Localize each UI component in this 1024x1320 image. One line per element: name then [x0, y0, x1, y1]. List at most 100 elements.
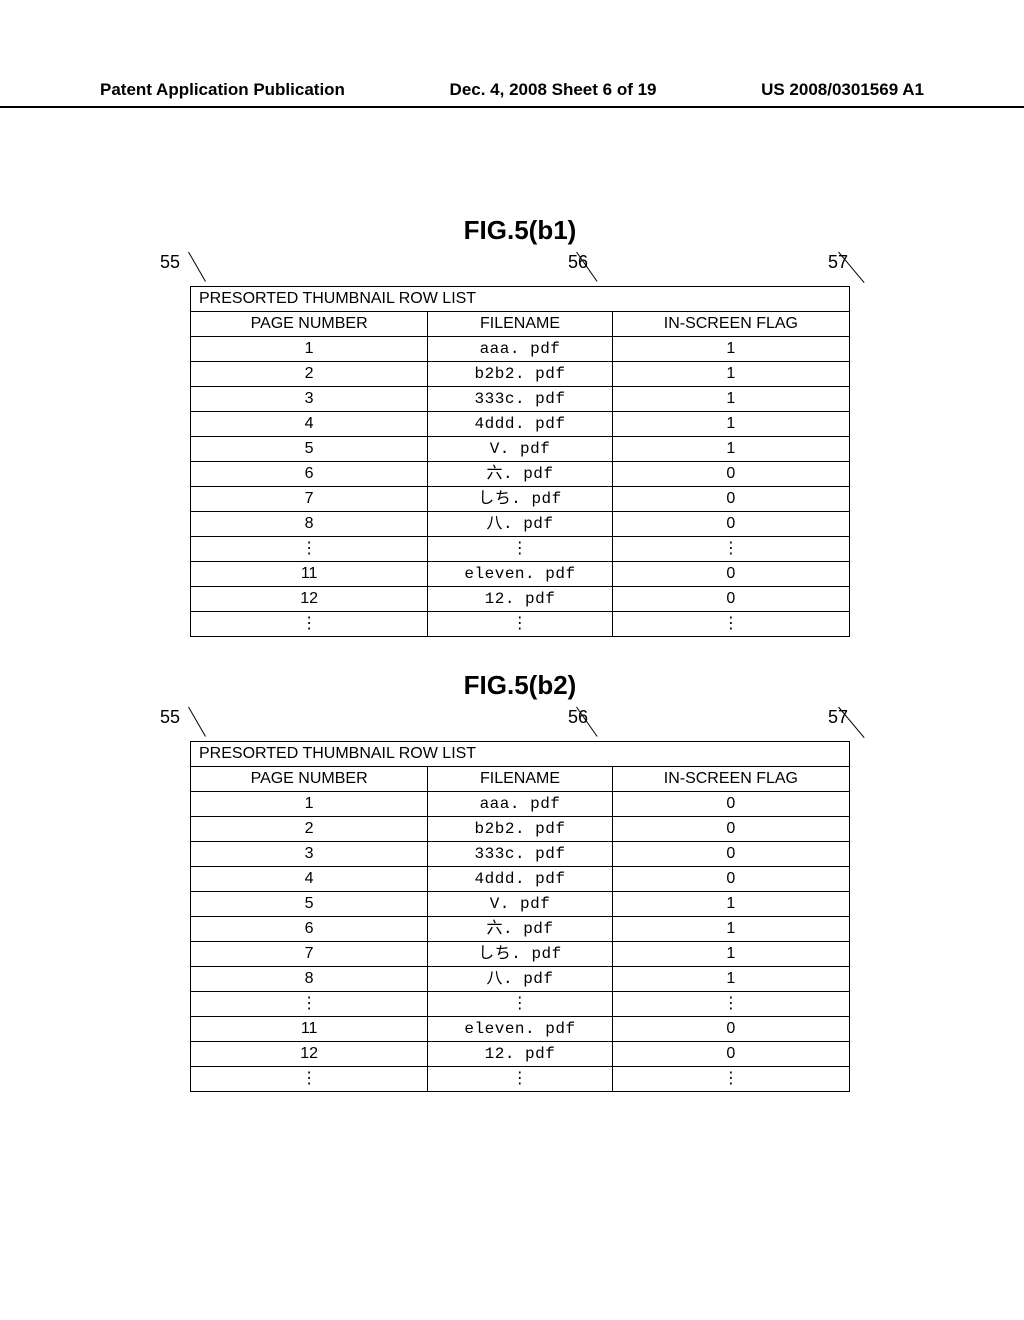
page-number-cell: 7 — [191, 942, 428, 967]
filename-cell: しち. pdf — [428, 942, 613, 967]
table-row: 44ddd. pdf1 — [191, 412, 850, 437]
page-number-cell: 3 — [191, 842, 428, 867]
figure-5b1: FIG.5(b1) 55 56 57 PRESORTED THUMBNAIL R… — [190, 215, 850, 637]
filename-cell: ⋮ — [428, 992, 613, 1017]
table-row: 7しち. pdf0 — [191, 487, 850, 512]
leader-line-55 — [188, 707, 206, 737]
page-number-cell: 2 — [191, 817, 428, 842]
filename-cell: 八. pdf — [428, 967, 613, 992]
in-screen-flag-cell: 0 — [612, 1017, 849, 1042]
filename-cell: aaa. pdf — [428, 337, 613, 362]
filename-cell: 六. pdf — [428, 917, 613, 942]
table-row: 1212. pdf0 — [191, 587, 850, 612]
in-screen-flag-cell: ⋮ — [612, 612, 849, 637]
in-screen-flag-cell: 0 — [612, 587, 849, 612]
thumbnail-row-list-table: PRESORTED THUMBNAIL ROW LIST PAGE NUMBER… — [190, 741, 850, 1092]
leader-line-55 — [188, 252, 206, 282]
in-screen-flag-cell: 0 — [612, 512, 849, 537]
page-number-cell: 1 — [191, 337, 428, 362]
in-screen-flag-cell: 1 — [612, 437, 849, 462]
filename-cell: b2b2. pdf — [428, 817, 613, 842]
page-number-cell: 8 — [191, 512, 428, 537]
table-row: 5V. pdf1 — [191, 437, 850, 462]
filename-cell: 333c. pdf — [428, 842, 613, 867]
page-number-cell: 6 — [191, 917, 428, 942]
page-number-cell: 7 — [191, 487, 428, 512]
callout-55: 55 — [160, 707, 180, 728]
in-screen-flag-cell: 1 — [612, 892, 849, 917]
table-row: 8八. pdf0 — [191, 512, 850, 537]
page-number-cell: 2 — [191, 362, 428, 387]
col-header-page: PAGE NUMBER — [191, 767, 428, 792]
header-right: US 2008/0301569 A1 — [761, 80, 924, 100]
figure-caption: FIG.5(b2) — [190, 670, 850, 701]
in-screen-flag-cell: 1 — [612, 362, 849, 387]
reference-callouts: 55 56 57 — [190, 707, 850, 741]
filename-cell: 八. pdf — [428, 512, 613, 537]
in-screen-flag-cell: 0 — [612, 842, 849, 867]
page-number-cell: 5 — [191, 437, 428, 462]
callout-57: 57 — [828, 252, 848, 273]
callout-57: 57 — [828, 707, 848, 728]
table-row: 2b2b2. pdf0 — [191, 817, 850, 842]
filename-cell: 4ddd. pdf — [428, 412, 613, 437]
col-header-file: FILENAME — [428, 767, 613, 792]
table-title: PRESORTED THUMBNAIL ROW LIST — [191, 287, 850, 312]
table-row: 1212. pdf0 — [191, 1042, 850, 1067]
page-number-cell: 12 — [191, 587, 428, 612]
in-screen-flag-cell: 0 — [612, 867, 849, 892]
table-row: 44ddd. pdf0 — [191, 867, 850, 892]
in-screen-flag-cell: 1 — [612, 917, 849, 942]
header-center: Dec. 4, 2008 Sheet 6 of 19 — [450, 80, 657, 100]
filename-cell: 4ddd. pdf — [428, 867, 613, 892]
page-number-cell: 3 — [191, 387, 428, 412]
page-number-cell: 4 — [191, 867, 428, 892]
page-number-cell: 12 — [191, 1042, 428, 1067]
page-number-cell: ⋮ — [191, 612, 428, 637]
in-screen-flag-cell: 0 — [612, 792, 849, 817]
filename-cell: eleven. pdf — [428, 562, 613, 587]
in-screen-flag-cell: ⋮ — [612, 537, 849, 562]
filename-cell: aaa. pdf — [428, 792, 613, 817]
filename-cell: 333c. pdf — [428, 387, 613, 412]
in-screen-flag-cell: 1 — [612, 412, 849, 437]
thumbnail-row-list-table: PRESORTED THUMBNAIL ROW LIST PAGE NUMBER… — [190, 286, 850, 637]
page-number-cell: 6 — [191, 462, 428, 487]
in-screen-flag-cell: 1 — [612, 942, 849, 967]
in-screen-flag-cell: 1 — [612, 337, 849, 362]
table-row: 3333c. pdf1 — [191, 387, 850, 412]
table-title: PRESORTED THUMBNAIL ROW LIST — [191, 742, 850, 767]
page-number-cell: 1 — [191, 792, 428, 817]
page-number-cell: ⋮ — [191, 537, 428, 562]
page-number-cell: 11 — [191, 1017, 428, 1042]
in-screen-flag-cell: 0 — [612, 462, 849, 487]
filename-cell: ⋮ — [428, 612, 613, 637]
table-row: ⋮⋮⋮ — [191, 992, 850, 1017]
reference-callouts: 55 56 57 — [190, 252, 850, 286]
table-row: ⋮⋮⋮ — [191, 612, 850, 637]
col-header-page: PAGE NUMBER — [191, 312, 428, 337]
figure-5b2: FIG.5(b2) 55 56 57 PRESORTED THUMBNAIL R… — [190, 670, 850, 1092]
figure-caption: FIG.5(b1) — [190, 215, 850, 246]
table-row: 8八. pdf1 — [191, 967, 850, 992]
col-header-flag: IN-SCREEN FLAG — [612, 767, 849, 792]
table-row: 6六. pdf0 — [191, 462, 850, 487]
table-row: ⋮⋮⋮ — [191, 1067, 850, 1092]
table-row: 3333c. pdf0 — [191, 842, 850, 867]
filename-cell: 12. pdf — [428, 1042, 613, 1067]
in-screen-flag-cell: 0 — [612, 562, 849, 587]
in-screen-flag-cell: 1 — [612, 967, 849, 992]
table-row: 11eleven. pdf0 — [191, 562, 850, 587]
filename-cell: 12. pdf — [428, 587, 613, 612]
page-number-cell: 4 — [191, 412, 428, 437]
table-row: 7しち. pdf1 — [191, 942, 850, 967]
col-header-file: FILENAME — [428, 312, 613, 337]
table-row: ⋮⋮⋮ — [191, 537, 850, 562]
table-row: 2b2b2. pdf1 — [191, 362, 850, 387]
page-number-cell: 5 — [191, 892, 428, 917]
page-number-cell: 11 — [191, 562, 428, 587]
table-row: 6六. pdf1 — [191, 917, 850, 942]
filename-cell: b2b2. pdf — [428, 362, 613, 387]
in-screen-flag-cell: 0 — [612, 1042, 849, 1067]
header-left: Patent Application Publication — [100, 80, 345, 100]
